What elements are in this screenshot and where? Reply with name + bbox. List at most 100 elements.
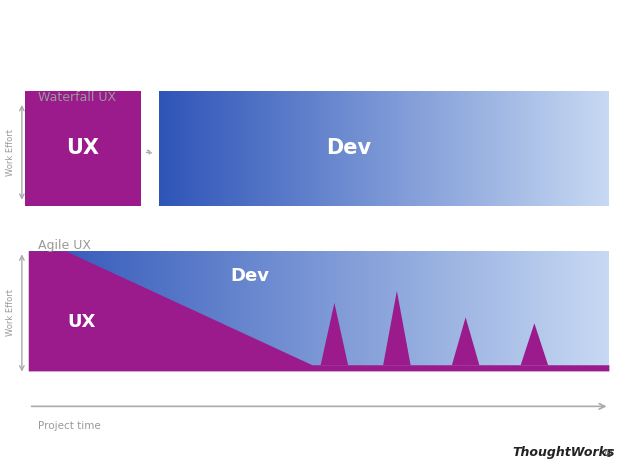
Bar [282,252,284,371]
Bar [431,91,432,206]
Bar [91,252,92,371]
Bar [357,91,359,206]
Bar [181,91,182,206]
Bar [271,91,272,206]
Bar [393,91,395,206]
Bar [332,252,334,371]
Bar [428,252,429,371]
Text: ThoughtWorks: ThoughtWorks [512,446,615,459]
Bar [188,91,189,206]
Bar [246,252,248,371]
Bar [50,252,52,371]
Bar [145,252,147,371]
Bar [257,91,258,206]
Bar [497,252,499,371]
Bar [249,91,251,206]
Bar [521,252,522,371]
Bar [582,252,584,371]
Bar [524,252,526,371]
Bar [536,252,538,371]
Bar [184,252,186,371]
Bar [540,252,542,371]
Bar [385,252,387,371]
Bar [401,252,402,371]
Bar [474,252,476,371]
Bar [34,252,36,371]
Bar [533,91,534,206]
Bar [329,252,331,371]
Bar [590,91,591,206]
Bar [211,91,212,206]
Bar [338,252,341,371]
Bar [548,252,549,371]
Bar [36,252,38,371]
Bar [439,252,441,371]
Bar [288,252,290,371]
Bar [298,252,300,371]
Bar [526,252,528,371]
Bar [392,91,393,206]
Bar [354,252,356,371]
Bar [108,252,110,371]
Bar [336,252,338,371]
Bar [571,252,572,371]
Bar [313,252,315,371]
Bar [608,252,609,371]
Bar [421,91,422,206]
Bar [251,91,253,206]
Bar [448,91,449,206]
Bar [538,252,540,371]
Bar [501,91,503,206]
Bar [264,91,266,206]
Bar [143,252,145,371]
Bar [301,91,302,206]
Bar [253,252,255,371]
Bar [120,252,122,371]
Bar [41,252,42,371]
Bar [428,91,429,206]
Bar [388,91,389,206]
Bar [380,91,381,206]
Bar [248,91,249,206]
Bar [491,91,492,206]
Bar [339,91,341,206]
Bar [545,91,546,206]
Bar [376,91,377,206]
Bar [272,91,273,206]
Bar [383,252,385,371]
Bar [303,91,305,206]
Bar [530,252,532,371]
Bar [426,252,428,371]
Bar [396,91,398,206]
Bar [275,91,276,206]
Polygon shape [521,323,548,365]
Text: Dev: Dev [231,267,269,285]
Bar [573,91,575,206]
Bar [214,252,216,371]
Bar [377,252,379,371]
Bar [224,252,226,371]
Bar [195,252,197,371]
Bar [32,252,34,371]
Bar [242,91,243,206]
Bar [507,252,509,371]
Bar [406,252,408,371]
Bar [38,252,41,371]
Bar [245,91,246,206]
Bar [60,252,62,371]
Bar [308,252,309,371]
Bar [114,252,116,371]
Bar [395,91,396,206]
Bar [478,252,480,371]
Bar [386,91,388,206]
Bar [265,252,267,371]
Bar [236,252,238,371]
Bar [567,252,569,371]
Bar [149,252,151,371]
Bar [593,91,594,206]
Bar [201,252,203,371]
Bar [102,252,104,371]
Bar [410,91,411,206]
Bar [294,91,296,206]
Bar [392,252,394,371]
